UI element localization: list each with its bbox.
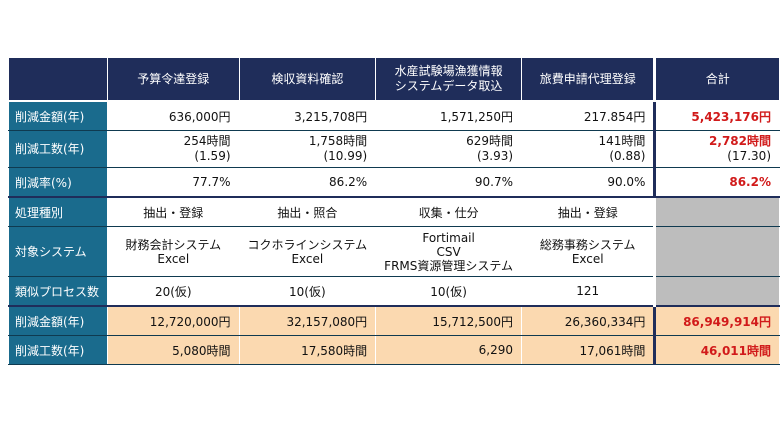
cell: 抽出・登録	[521, 196, 656, 227]
header-col-inspection: 検収資料確認	[238, 57, 377, 102]
cell: 17,580時間	[238, 335, 377, 365]
row-reduce-hours: 削減工数(年) 254時間 (1.59) 1,758時間 (10.99) 629時間…	[7, 130, 780, 168]
cell: コクホラインシステム Excel	[238, 226, 377, 277]
cell: 20(仮)	[107, 276, 240, 307]
row-label: 対象システム	[7, 226, 109, 277]
cell: 90.0%	[521, 167, 656, 198]
header-corner	[7, 57, 109, 102]
cell: 636,000円	[107, 100, 240, 131]
cell: 抽出・登録	[107, 196, 240, 227]
cell: 254時間 (1.59)	[107, 130, 240, 168]
empty-total-cell	[653, 226, 780, 277]
rpa-effect-table: 予算令達登録 検収資料確認 水産試験場漁獲情報 システムデータ取込 旅費申請代理登…	[7, 57, 780, 365]
header-col-travel: 旅費申請代理登録	[521, 57, 656, 102]
cell: 3,215,708円	[238, 100, 377, 131]
row-target-system: 対象システム 財務会計システム Excel コクホラインシステム Excel For…	[7, 226, 780, 277]
empty-total-cell	[653, 276, 780, 307]
cell: 12,720,000円	[107, 305, 240, 336]
cell: 5,080時間	[107, 335, 240, 365]
row-reduce-amount-2: 削減金額(年) 12,720,000円 32,157,080円 15,712,5…	[7, 305, 780, 336]
cell: 77.7%	[107, 167, 240, 198]
header-row: 予算令達登録 検収資料確認 水産試験場漁獲情報 システムデータ取込 旅費申請代理登…	[7, 57, 780, 102]
cell: 217.854円	[521, 100, 656, 131]
cell: 32,157,080円	[238, 305, 377, 336]
header-col-total: 合計	[653, 57, 780, 102]
cell: 10(仮)	[238, 276, 377, 307]
row-similar-process: 類似プロセス数 20(仮) 10(仮) 10(仮) 121	[7, 276, 780, 307]
total-cell: 5,423,176円	[653, 100, 780, 131]
cell: 1,571,250円	[375, 100, 523, 131]
row-reduce-rate: 削減率(%) 77.7% 86.2% 90.7% 90.0% 86.2%	[7, 167, 780, 198]
cell: 121	[521, 276, 656, 307]
row-label: 削減金額(年)	[7, 305, 109, 336]
cell: 10(仮)	[375, 276, 523, 307]
cell: 86.2%	[238, 167, 377, 198]
cell: 90.7%	[375, 167, 523, 198]
header-col-fishery: 水産試験場漁獲情報 システムデータ取込	[375, 57, 523, 102]
row-label: 削減率(%)	[7, 167, 109, 198]
cell: 629時間 (3.93)	[375, 130, 523, 168]
cell: 17,061時間	[521, 335, 656, 365]
row-label: 削減工数(年)	[7, 130, 109, 168]
total-cell: 86.2%	[653, 167, 780, 198]
row-reduce-hours-2: 削減工数(年) 5,080時間 17,580時間 6,290 17,061時間 …	[7, 335, 780, 365]
row-process-type: 処理種別 抽出・登録 抽出・照合 収集・仕分 抽出・登録	[7, 196, 780, 227]
cell: 収集・仕分	[375, 196, 523, 227]
cell: 15,712,500円	[375, 305, 523, 336]
cell: Fortimail CSV FRMS資源管理システム	[375, 226, 523, 277]
cell: 財務会計システム Excel	[107, 226, 240, 277]
total-cell: 2,782時間 (17.30)	[653, 130, 780, 168]
empty-total-cell	[653, 196, 780, 227]
cell: 141時間 (0.88)	[521, 130, 656, 168]
row-label: 処理種別	[7, 196, 109, 227]
row-label: 削減金額(年)	[7, 100, 109, 131]
cell: 総務事務システム Excel	[521, 226, 656, 277]
cell: 26,360,334円	[521, 305, 656, 336]
row-label: 類似プロセス数	[7, 276, 109, 307]
total-cell: 86,949,914円	[653, 305, 780, 336]
cell: 1,758時間 (10.99)	[238, 130, 377, 168]
row-reduce-amount: 削減金額(年) 636,000円 3,215,708円 1,571,250円 2…	[7, 100, 780, 131]
header-col-budget: 予算令達登録	[107, 57, 240, 102]
cell: 抽出・照合	[238, 196, 377, 227]
total-cell: 46,011時間	[653, 335, 780, 365]
table-wrapper: 予算令達登録 検収資料確認 水産試験場漁獲情報 システムデータ取込 旅費申請代理登…	[7, 57, 780, 365]
cell: 6,290	[375, 335, 523, 365]
row-label: 削減工数(年)	[7, 335, 109, 365]
